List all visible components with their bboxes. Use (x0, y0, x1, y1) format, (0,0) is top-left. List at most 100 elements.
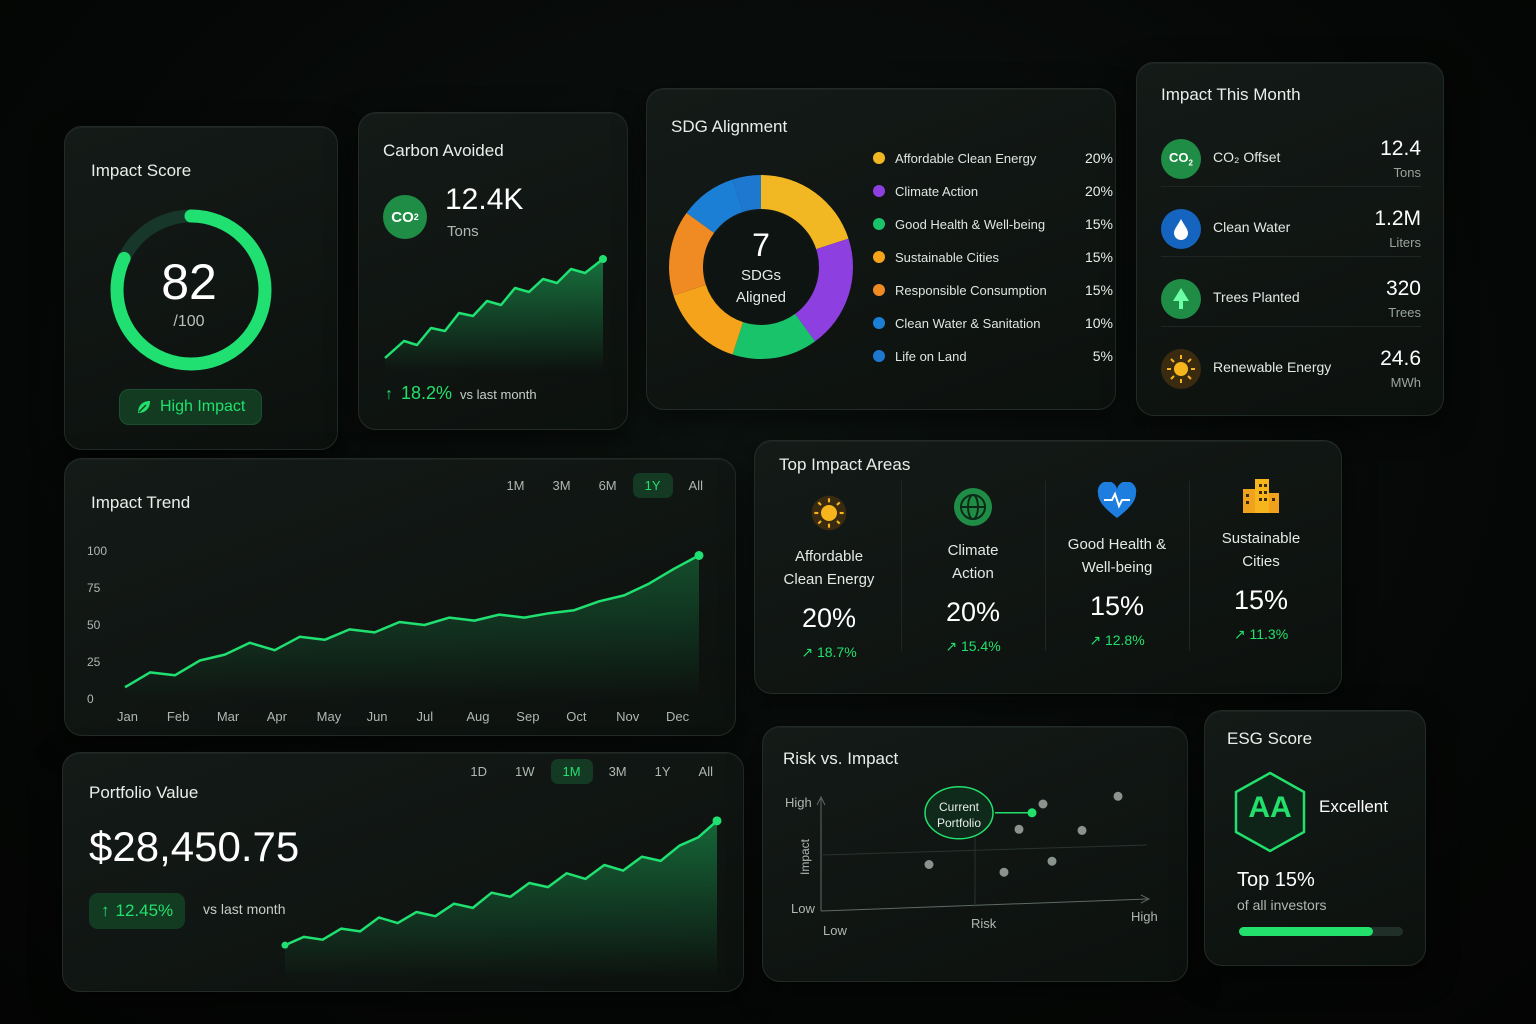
area-label-line: Good Health & (1067, 536, 1167, 553)
range-tab-1w[interactable]: 1W (515, 764, 535, 779)
area-pct: 15% (1089, 591, 1145, 621)
x-tick-label: Apr (267, 709, 288, 724)
sdg-center-line2: Aligned (735, 289, 787, 306)
portfolio-value: $28,450.75 (89, 823, 300, 870)
y-tick-label: 100 (87, 544, 107, 558)
legend-dot (873, 284, 885, 296)
impact-area-item: Climate Action 20% ↗ 15.4% (903, 485, 1043, 655)
risk-impact-scatter: High Low Impact Low Risk High Current Por… (785, 786, 1158, 938)
x-high-label: High (1131, 909, 1158, 924)
impact-month-item: Trees Planted 320 Trees (1161, 269, 1421, 327)
scatter-point (1014, 824, 1024, 834)
risk-vs-impact-card: Risk vs. Impact High Low Impact Low Risk… (762, 726, 1188, 982)
sdg-legend-item: Climate Action 20% (873, 180, 1113, 202)
range-tab-1y[interactable]: 1Y (632, 473, 673, 498)
impact-month-item: Renewable Energy 24.6 MWh (1161, 339, 1421, 397)
change-value: 18.2% (401, 383, 453, 403)
impact-score-card: Impact Score 82 /100 High Impact (64, 126, 338, 450)
range-tab-1m[interactable]: 1M (506, 478, 525, 493)
sdg-legend-item: Responsible Consumption 15% (873, 279, 1113, 301)
portfolio-value-card: Portfolio Value 1D 1W 1M 3M 1Y All $28,450.75… (62, 752, 744, 992)
legend-dot (873, 152, 885, 164)
score-value: 82 (161, 254, 217, 310)
legend-label: Good Health & Well-being (895, 216, 1046, 232)
x-tick-label: Jun (367, 709, 388, 724)
item-value: 1.2M (1374, 207, 1421, 230)
portfolio-line (284, 819, 718, 947)
legend-pct: 20% (1084, 183, 1113, 199)
legend-pct: 10% (1084, 315, 1113, 331)
co2-text: CO (391, 208, 414, 226)
area-change: ↗ 11.3% (1233, 626, 1289, 642)
trend-range-tabs: 1M 3M 6M 1Y All (494, 473, 715, 498)
range-tab-all[interactable]: All (698, 764, 713, 779)
y-tick-label: 0 (87, 692, 94, 706)
item-label: Renewable Energy (1213, 359, 1332, 375)
esg-rating: AA (1248, 791, 1292, 824)
sdg-slice-5 (686, 179, 744, 233)
item-unit: Tons (1393, 165, 1421, 180)
area-label-line: Clean Energy (783, 571, 875, 588)
item-label: Trees Planted (1213, 289, 1300, 305)
range-tab-1y[interactable]: 1Y (654, 764, 671, 779)
sdg-center-line1: SDGs (740, 267, 781, 284)
carbon-change: ↑ 18.2% vs last month (385, 383, 537, 404)
divider (1045, 481, 1046, 651)
divider (1161, 326, 1421, 327)
item-value: 320 (1385, 277, 1421, 300)
legend-dot (873, 185, 885, 197)
sun-icon (807, 491, 851, 535)
esg-rank: Top 15% (1237, 869, 1315, 891)
impact-trend-chart: 0 25 50 75 100 Jan Feb Mar Apr May Jun Jul Aug Sep Oct… (87, 544, 704, 724)
portfolio-end-point (712, 816, 722, 826)
co2-sub: 2 (413, 212, 419, 222)
carbon-unit: Tons (447, 223, 479, 240)
card-title: Impact Score (91, 161, 192, 180)
legend-label: Climate Action (895, 183, 979, 199)
current-portfolio-point (1027, 808, 1037, 818)
top-impact-areas-card: Top Impact Areas Affordable Clean Energy 2… (754, 440, 1342, 694)
range-tab-all[interactable]: All (688, 478, 703, 493)
legend-pct: 20% (1084, 150, 1113, 166)
heart-pulse-icon (1095, 479, 1139, 523)
scatter-point (924, 860, 934, 869)
change-value: 12.45% (115, 901, 174, 920)
change-label: vs last month (203, 901, 286, 917)
range-tab-3m[interactable]: 3M (552, 478, 571, 493)
sdg-slice-3 (673, 284, 744, 355)
item-value: 24.6 (1380, 347, 1421, 370)
area-label-line: Well-being (1081, 559, 1153, 576)
legend-dot (873, 317, 885, 329)
carbon-avoided-card: Carbon Avoided CO 2 12.4K Tons ↑ 18.2% vs… (358, 112, 628, 430)
area-label: Sustainable Cities (1191, 527, 1331, 573)
sdg-slice-2 (732, 313, 816, 359)
area-change: ↗ 12.8% (1089, 632, 1145, 648)
esg-rating-label: Excellent (1319, 797, 1388, 816)
item-unit: MWh (1390, 375, 1421, 390)
x-tick-label: May (317, 709, 342, 724)
range-tab-1d[interactable]: 1D (470, 764, 488, 779)
scatter-point (1113, 791, 1123, 801)
legend-label: Clean Water & Sanitation (895, 315, 1041, 331)
sdg-slice-6 (732, 175, 761, 212)
sdg-legend: Affordable Clean Energy 20% Climate Action… (873, 147, 1113, 387)
y-tick-label: 75 (87, 581, 101, 595)
score-max: /100 (173, 313, 205, 330)
impact-area-item: Sustainable Cities 15% ↗ 11.3% (1191, 473, 1331, 643)
divider (1189, 481, 1190, 651)
hexagon-badge (1234, 771, 1306, 853)
range-tab-3m[interactable]: 3M (608, 764, 627, 779)
legend-label: Affordable Clean Energy (895, 150, 1037, 166)
legend-dot (873, 218, 885, 230)
sdg-legend-item: Clean Water & Sanitation 10% (873, 312, 1113, 334)
range-tab-1m[interactable]: 1M (550, 759, 593, 784)
current-portfolio-label: Portfolio (937, 816, 981, 830)
portfolio-range-tabs: 1D 1W 1M 3M 1Y All (458, 759, 725, 784)
trend-area (125, 555, 699, 699)
range-tab-6m[interactable]: 6M (598, 478, 617, 493)
legend-pct: 5% (1092, 348, 1113, 364)
area-pct: 20% (801, 603, 857, 633)
area-change: ↗ 18.7% (801, 644, 857, 660)
sdg-legend-item: Life on Land 5% (873, 345, 1113, 367)
